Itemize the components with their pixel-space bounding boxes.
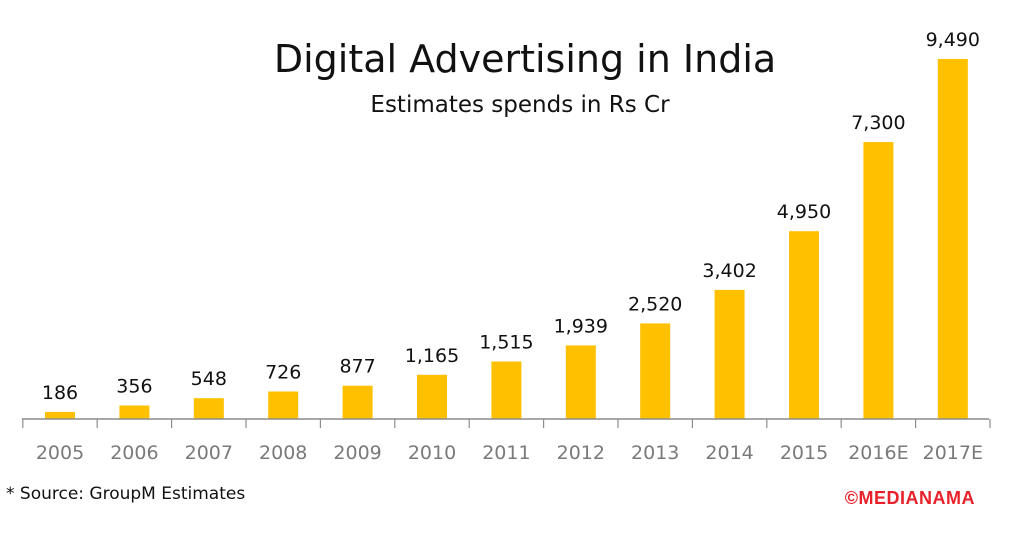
data-label-2005: 186 [42, 382, 78, 404]
bar-2005 [45, 411, 75, 419]
chart-subtitle: Estimates spends in Rs Cr [370, 92, 670, 118]
bar-2011 [491, 361, 522, 419]
bar-2007 [193, 398, 224, 419]
data-label-2016E: 7,300 [851, 112, 905, 134]
x-tick-label-2005: 2005 [36, 442, 84, 464]
x-tick-label-2013: 2013 [631, 442, 679, 464]
x-tick-label-2006: 2006 [110, 442, 158, 464]
bar-2006 [119, 405, 150, 419]
x-axis-tick-labels: 2005 2006 2007 2008 2009 2010 2011 2012 2013 2014… [36, 442, 983, 464]
data-label-2011: 1,515 [479, 332, 533, 354]
x-tick-label-2008: 2008 [259, 442, 307, 464]
data-label-2014: 3,402 [702, 260, 756, 282]
source-note: * Source: GroupM Estimates [6, 484, 245, 504]
data-label-2006: 356 [116, 376, 152, 398]
data-label-2017E: 9,490 [926, 29, 980, 51]
data-label-2015: 4,950 [777, 201, 831, 223]
x-tick-label-2009: 2009 [333, 442, 381, 464]
data-label-2013: 2,520 [628, 293, 682, 315]
x-tick-label-2007: 2007 [185, 442, 233, 464]
x-tick-label-2011: 2011 [482, 442, 530, 464]
x-tick-label-2010: 2010 [408, 442, 456, 464]
bar-2008 [268, 391, 299, 419]
bar-2009 [342, 385, 373, 419]
data-label-2008: 726 [265, 362, 301, 384]
data-label-2012: 1,939 [554, 315, 608, 337]
bar-2012 [565, 345, 596, 419]
bar-2010 [417, 374, 447, 419]
bar-2014 [714, 289, 745, 419]
data-label-2010: 1,165 [405, 345, 459, 367]
data-labels: 186 356 548 726 877 1,165 1,515 1,939 2,520 3,402… [42, 29, 980, 404]
x-tick-label-2016E: 2016E [848, 442, 908, 464]
chart-title: Digital Advertising in India [274, 37, 776, 81]
x-tick-label-2014: 2014 [705, 442, 753, 464]
bar-2015 [789, 231, 819, 419]
x-axis-ticks [22, 419, 991, 428]
data-label-2009: 877 [339, 356, 375, 378]
bar-2013 [640, 323, 671, 419]
x-tick-label-2012: 2012 [557, 442, 605, 464]
x-tick-label-2017E: 2017E [923, 442, 983, 464]
x-tick-label-2015: 2015 [780, 442, 828, 464]
bar-2016E [863, 142, 894, 419]
brand-logo: ©MEDIANAMA [845, 488, 975, 508]
bar-2017E [937, 59, 968, 419]
data-label-2007: 548 [191, 368, 227, 390]
bar-series [45, 59, 968, 419]
